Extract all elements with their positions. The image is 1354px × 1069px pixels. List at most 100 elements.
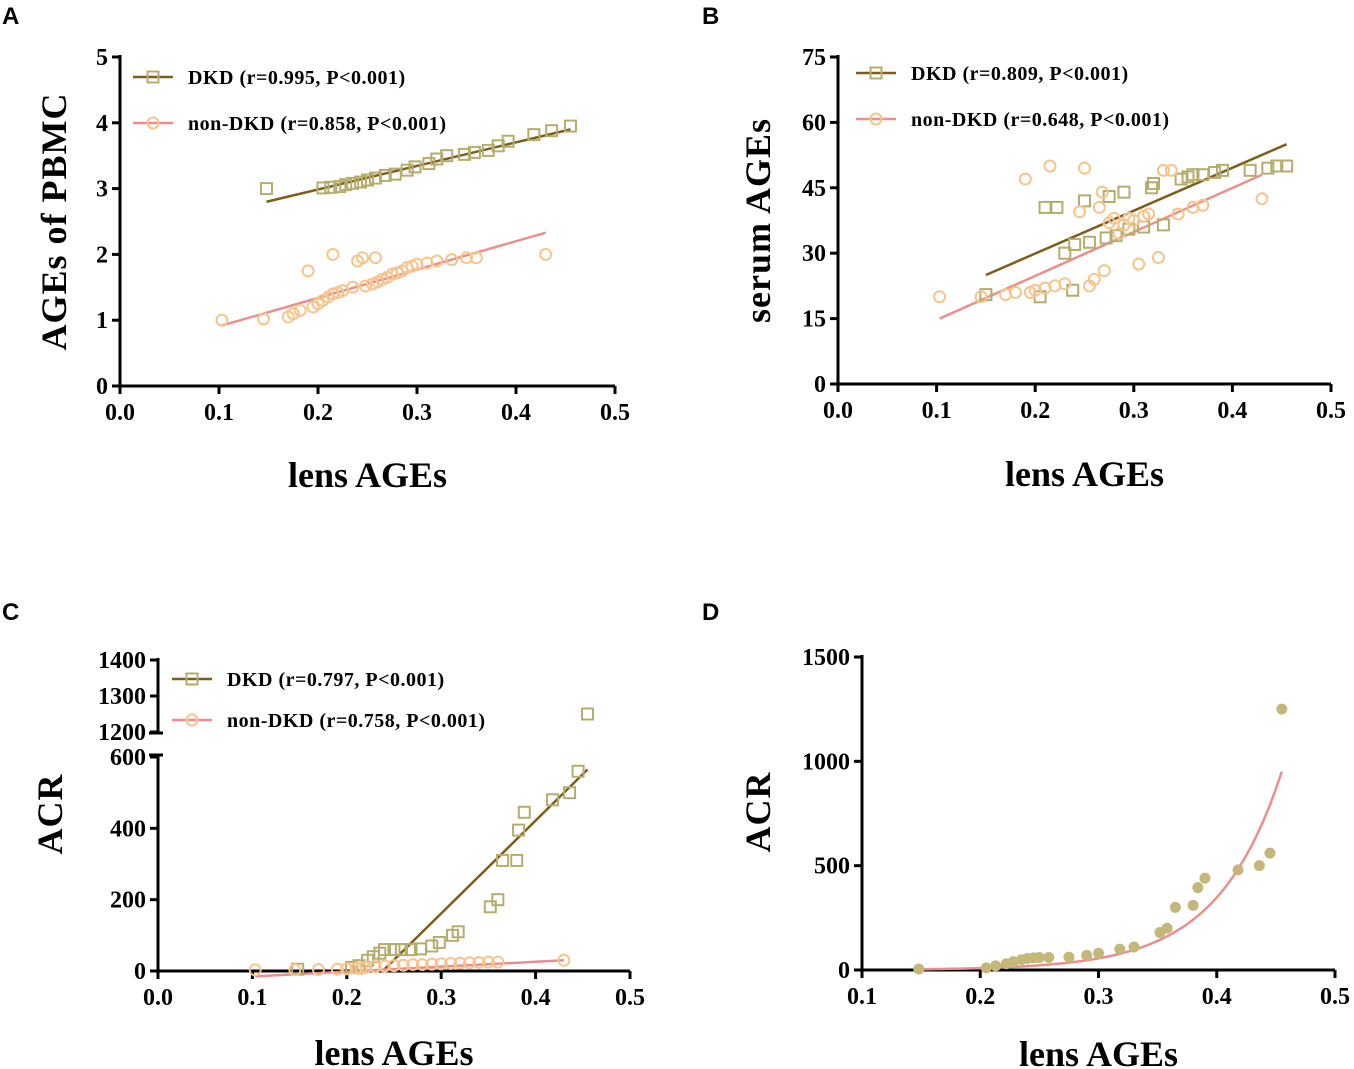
data-point (1033, 951, 1045, 963)
y-tick-label: 0 (96, 374, 108, 400)
panel-letter-d: D (702, 599, 719, 626)
y-axis-title: AGEs of PBMC (34, 93, 74, 351)
data-point-non-dkd (430, 254, 444, 268)
x-tick-label: 0.3 (426, 985, 456, 1011)
fit-line-non-dkd (939, 173, 1263, 320)
x-axis-title: lens AGEs (288, 455, 447, 495)
x-tick-label: 0.1 (847, 984, 877, 1010)
data-point-non-dkd (1097, 264, 1111, 278)
data-point (1187, 899, 1199, 911)
x-tick-label: 0.0 (823, 398, 853, 424)
legend-label: non-DKD (r=0.648, P<0.001) (911, 109, 1170, 131)
data-point-dkd (378, 943, 392, 957)
data-point-non-dkd (1132, 257, 1146, 271)
data-point-non-dkd (311, 963, 325, 977)
data-point-dkd (425, 939, 439, 953)
data-point-non-dkd (215, 313, 229, 327)
data-point-dkd (563, 786, 577, 800)
data-point-non-dkd (326, 247, 340, 261)
data-point-dkd (368, 171, 382, 185)
legend-label: DKD (r=0.797, P<0.001) (227, 669, 445, 691)
data-point-dkd (501, 134, 515, 148)
data-point-dkd (1078, 194, 1091, 208)
data-point-non-dkd (557, 953, 571, 967)
data-point-dkd (1208, 166, 1222, 180)
data-point (1081, 949, 1093, 961)
x-axis-title: lens AGEs (314, 1033, 473, 1069)
data-point-dkd (563, 119, 577, 133)
y-axis-title: ACR (30, 774, 70, 855)
data-point-non-dkd (346, 280, 360, 294)
panel-letter-c: C (2, 599, 19, 626)
data-point-non-dkd (933, 290, 947, 304)
data-point-non-dkd (491, 955, 505, 969)
data-point-dkd (1216, 163, 1230, 177)
data-point (913, 963, 925, 975)
data-point-non-dkd (1092, 200, 1106, 214)
x-tick-label: 0.3 (1119, 398, 1149, 424)
y-tick-label: 1200 (98, 720, 146, 746)
x-tick-label: 0.2 (1020, 398, 1050, 424)
data-point-non-dkd (288, 963, 302, 977)
data-point-non-dkd (1087, 272, 1101, 286)
x-tick-label: 0.2 (965, 984, 995, 1010)
y-tick-label: 500 (814, 854, 850, 880)
data-point-non-dkd (248, 963, 262, 977)
fit-line-non-dkd (221, 231, 547, 327)
data-point-non-dkd (425, 957, 439, 971)
data-point (1128, 941, 1140, 953)
data-point-non-dkd (463, 956, 477, 970)
data-point-dkd (387, 943, 401, 957)
chart-a: 0 1 2 3 4 5 0.0 0.1 0.2 0.3 0.4 0.5 DKD (r=0.995, P<… (34, 45, 630, 495)
data-point-dkd (408, 160, 422, 174)
y-tick-label: 200 (110, 888, 146, 914)
data-point-non-dkd (1095, 185, 1109, 199)
y-axis-title: serum AGEs (738, 118, 778, 323)
data-point-dkd (1066, 283, 1080, 297)
y-tick-label: 4 (96, 111, 108, 137)
y-tick-label: 45 (802, 176, 826, 202)
legend-marker (869, 112, 883, 126)
data-point-non-dkd (359, 279, 373, 293)
x-tick-label: 0.1 (237, 985, 267, 1011)
data-point (1276, 703, 1288, 715)
panel-letter-b: B (702, 3, 719, 30)
y-tick-label: 5 (96, 45, 108, 71)
legend-marker (146, 70, 160, 84)
legend-marker (185, 672, 199, 686)
data-point-non-dkd (472, 955, 486, 969)
y-tick-label: 1 (96, 308, 108, 334)
data-point-non-dkd (1255, 192, 1269, 206)
x-axis-title: lens AGEs (1019, 1034, 1178, 1069)
data-point-non-dkd (359, 960, 373, 974)
y-tick-label: 400 (110, 816, 146, 842)
y-tick-label: 2 (96, 242, 108, 268)
data-point-dkd (546, 793, 560, 807)
x-tick-label: 0.5 (615, 985, 645, 1011)
data-point-dkd (346, 176, 360, 190)
legend-label: DKD (r=0.995, P<0.001) (188, 67, 406, 89)
data-point (1264, 847, 1276, 859)
data-point-dkd (1145, 181, 1159, 195)
y-tick-label: 3 (96, 177, 108, 203)
data-point (1043, 951, 1055, 963)
x-tick-label: 0.4 (521, 985, 551, 1011)
x-tick-label: 0.1 (922, 398, 952, 424)
chart-d: 0 500 1000 1500 0.1 0.2 0.3 0.4 0.5 lens AGEs ACR (738, 645, 1350, 1069)
data-point-non-dkd (340, 962, 354, 976)
y-tick-label: 0 (838, 958, 850, 984)
data-point-dkd (517, 805, 531, 819)
data-point-dkd (483, 900, 497, 914)
data-point-non-dkd (434, 957, 448, 971)
data-point (1063, 951, 1075, 963)
data-point-non-dkd (460, 251, 473, 265)
data-point (1199, 872, 1211, 884)
y-tick-label: 1000 (802, 749, 850, 775)
data-point-non-dkd (330, 962, 344, 976)
fit-line-dkd (985, 143, 1288, 277)
data-point-dkd (510, 853, 524, 867)
data-point-dkd (467, 145, 481, 159)
data-point-dkd (1050, 200, 1064, 214)
data-point-non-dkd (1008, 285, 1022, 299)
